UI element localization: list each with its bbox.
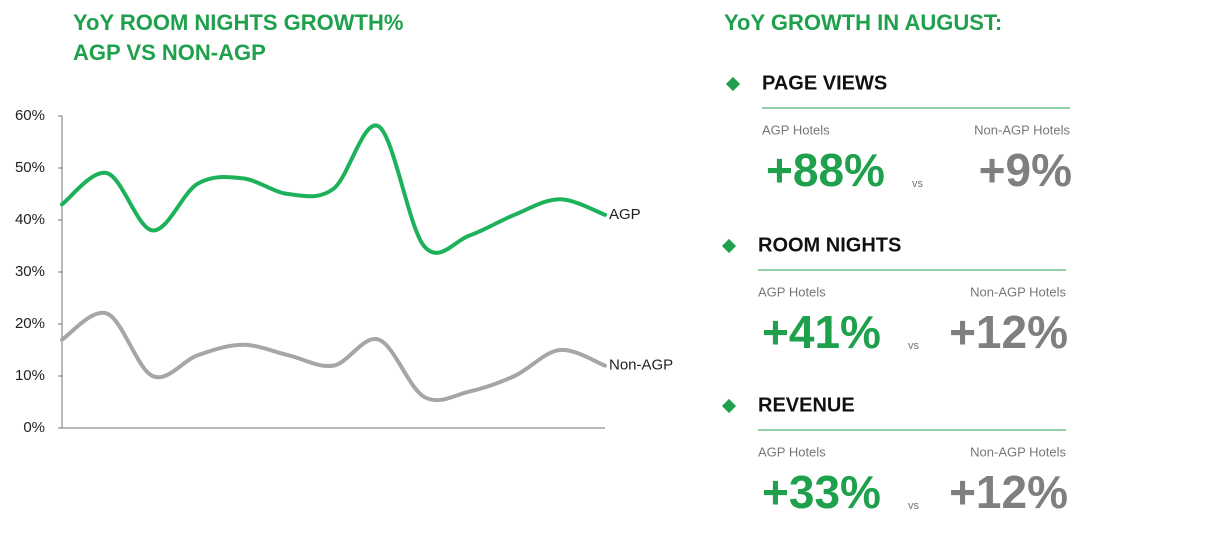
left-value: +41%	[762, 306, 881, 358]
chart-title: AGP VS NON-AGP	[73, 40, 266, 65]
right-value: +12%	[949, 466, 1068, 518]
y-tick-label: 50%	[15, 159, 45, 176]
y-tick-label: 60%	[15, 107, 45, 124]
vs: vs	[908, 500, 920, 512]
legend-label: AGP	[609, 206, 641, 223]
section-heading: ROOM NIGHTS	[758, 234, 901, 256]
left-value: +88%	[766, 144, 885, 196]
vs: vs	[912, 178, 924, 190]
right-label: Non-AGP Hotels	[970, 284, 1066, 299]
section-heading: REVENUE	[758, 394, 855, 416]
right-value: +9%	[979, 144, 1072, 196]
series-line	[60, 123, 607, 255]
right-label: Non-AGP Hotels	[970, 444, 1066, 459]
left-label: AGP Hotels	[762, 122, 830, 137]
y-tick-label: 30%	[15, 263, 45, 280]
stats-title: YoY GROWTH IN AUGUST:	[724, 10, 1002, 35]
left-value: +33%	[762, 466, 881, 518]
series-line	[60, 310, 607, 403]
y-tick-label: 10%	[15, 367, 45, 384]
right-label: Non-AGP Hotels	[974, 122, 1070, 137]
vs: vs	[908, 340, 920, 352]
chart-title: YoY ROOM NIGHTS GROWTH%	[73, 10, 403, 35]
left-label: AGP Hotels	[758, 444, 826, 459]
right-value: +12%	[949, 306, 1068, 358]
bullet	[721, 238, 737, 254]
bullet	[725, 76, 741, 92]
bullet	[721, 398, 737, 414]
section-heading: PAGE VIEWS	[762, 72, 887, 94]
legend-label: Non-AGP	[609, 357, 673, 374]
y-tick-label: 40%	[15, 211, 45, 228]
y-tick-label: 0%	[23, 419, 45, 436]
y-tick-label: 20%	[15, 315, 45, 332]
left-label: AGP Hotels	[758, 284, 826, 299]
